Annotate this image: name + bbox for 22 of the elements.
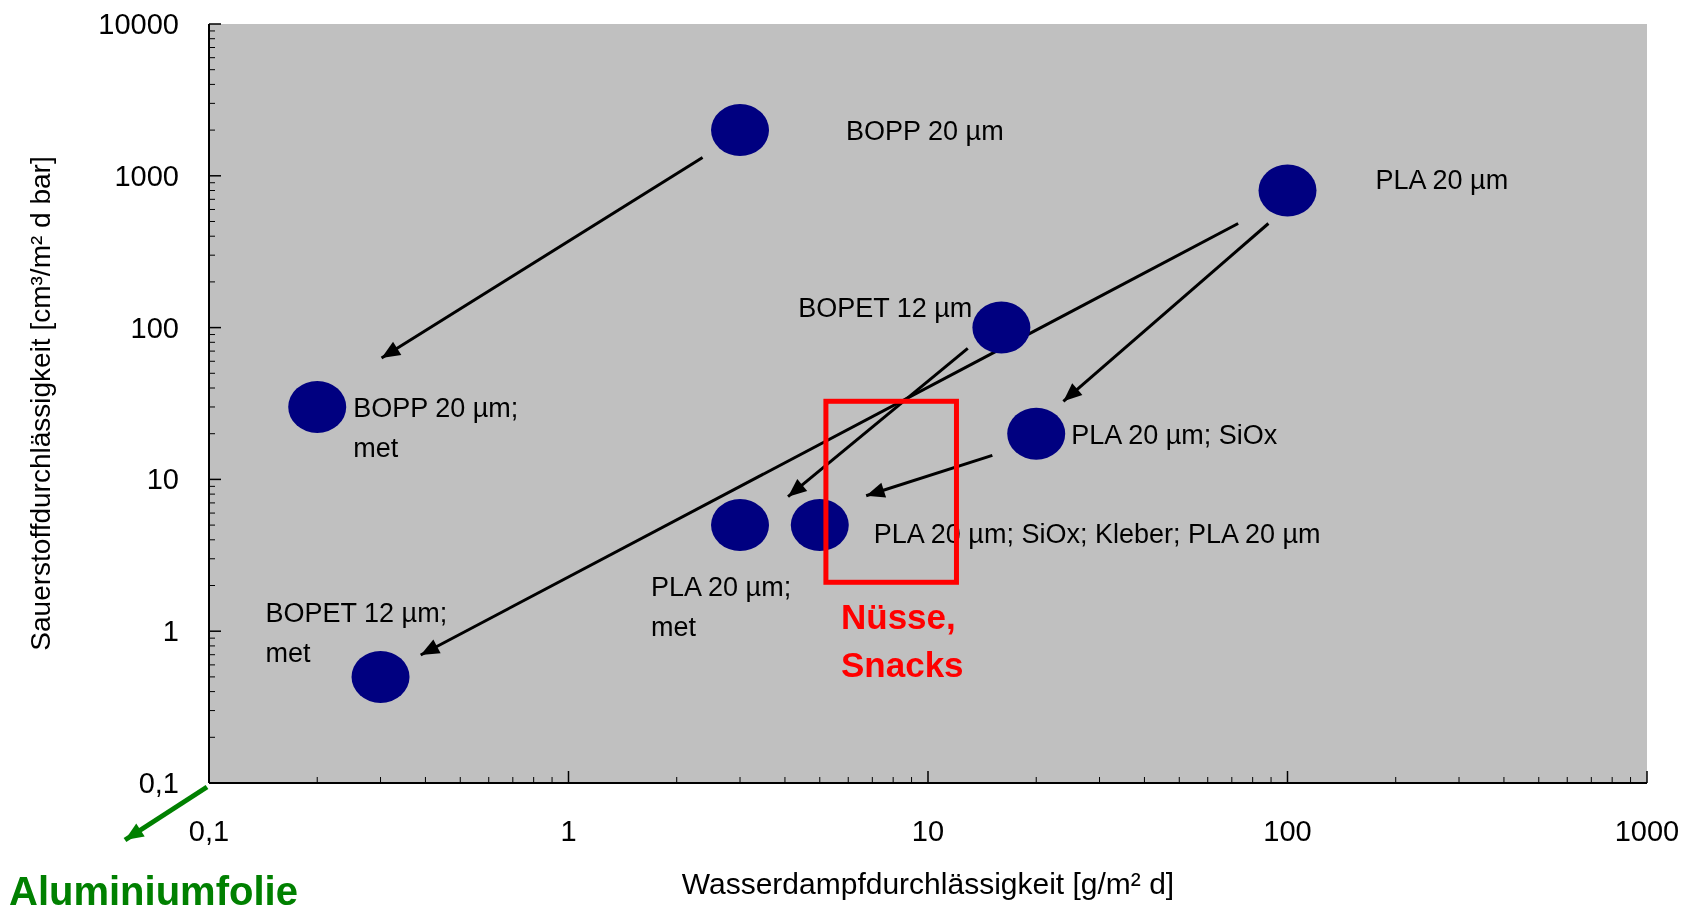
annotation: PLA 20 µm; SiOx bbox=[1071, 419, 1278, 450]
y-tick-label: 10000 bbox=[98, 8, 179, 40]
x-tick-label: 0,1 bbox=[188, 815, 230, 847]
y-tick-label: 100 bbox=[130, 311, 179, 344]
annotation: PLA 20 µm; met bbox=[651, 572, 792, 643]
x-tick-label: 100 bbox=[1263, 815, 1312, 847]
annotation: BOPP 20 µm bbox=[846, 116, 1004, 147]
annotation: BOPET 12 µm bbox=[798, 292, 973, 323]
x-axis-title: Wasserdampfdurchlässigkeit [g/m² d] bbox=[681, 867, 1175, 900]
annotation: PLA 20 µm bbox=[1375, 164, 1509, 195]
annotation: Nüsse, Snacks bbox=[841, 597, 964, 684]
y-tick-label: 1000 bbox=[114, 159, 179, 192]
x-tick-label: 1000 bbox=[1614, 815, 1680, 847]
y-tick-label: 1 bbox=[162, 615, 179, 648]
y-axis-title: Sauerstoffdurchlässigkeit [cm³/m² d bar] bbox=[25, 156, 56, 651]
annotation: BOPP 20 µm; met bbox=[353, 392, 519, 463]
x-tick-label: 10 bbox=[911, 815, 945, 847]
x-tick-label: 1 bbox=[560, 815, 577, 847]
annotation: BOPET 12 µm; met bbox=[265, 597, 448, 668]
text: Aluminiumfolie bbox=[9, 869, 298, 913]
y-tick-label: 10 bbox=[146, 463, 179, 496]
y-tick-label: 0,1 bbox=[138, 767, 179, 799]
